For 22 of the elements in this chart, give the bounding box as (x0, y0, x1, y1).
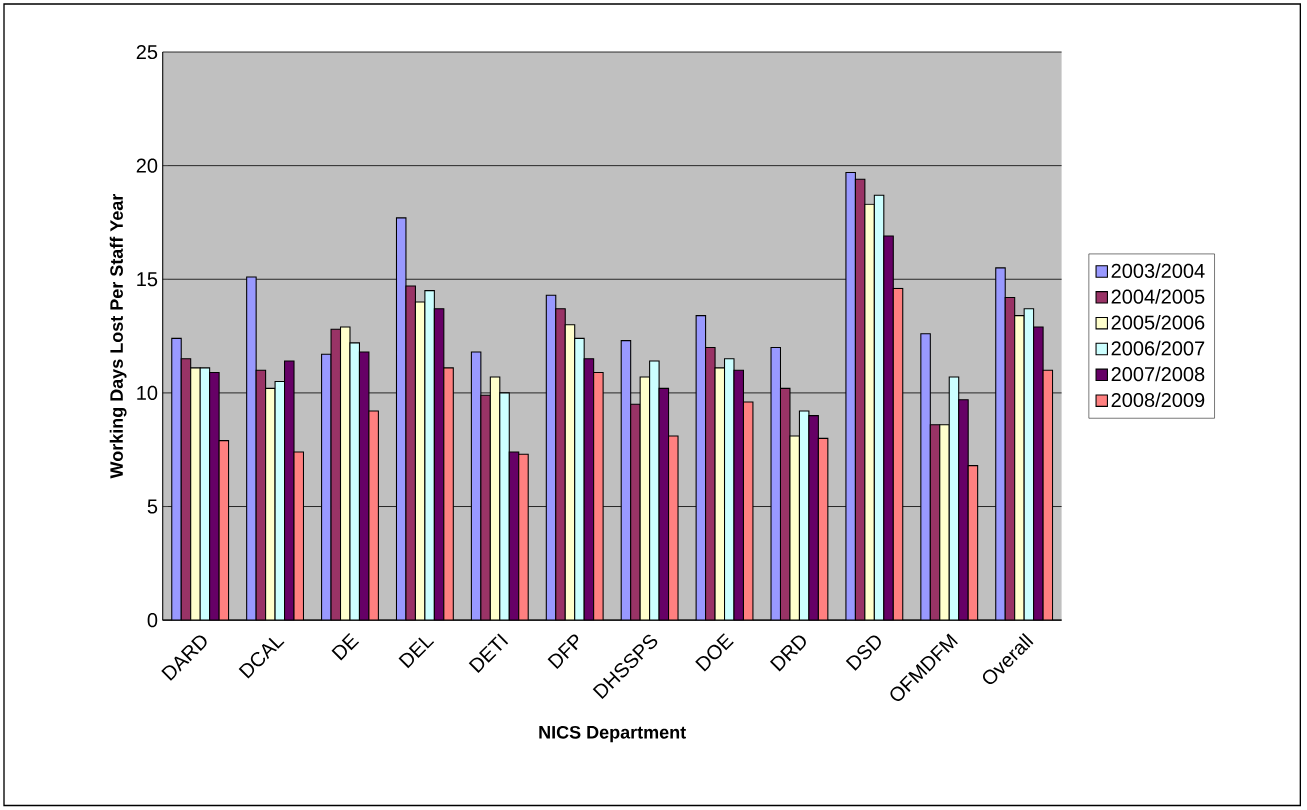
x-tick-label: DEL (398, 637, 435, 669)
legend-label: 2004/2005 (1111, 289, 1205, 304)
y-tick-label: 25 (136, 45, 158, 60)
x-tick-label: DE (331, 633, 360, 661)
legend-label: 2005/2006 (1111, 315, 1205, 330)
legend-label: 2008/2009 (1111, 392, 1205, 408)
y-tick-label: 15 (137, 272, 158, 287)
legend-label: 2007/2008 (1111, 366, 1205, 382)
y-tick-label: 10 (137, 386, 158, 401)
bar (883, 235, 894, 621)
x-axis-title: NICS Department (539, 726, 686, 743)
bar (958, 399, 969, 621)
y-tick-label: 5 (147, 499, 158, 514)
y-tick-label: 20 (136, 158, 158, 173)
bar (920, 333, 931, 621)
bar (995, 267, 1006, 621)
legend-label: 2003/2004 (1111, 263, 1205, 279)
y-axis-title: Working Days Lost Per Staff Year (109, 194, 127, 479)
legend-label: 2006/2007 (1111, 340, 1205, 356)
bar (555, 308, 566, 621)
bar (171, 338, 182, 621)
y-tick-label: 0 (147, 613, 158, 628)
